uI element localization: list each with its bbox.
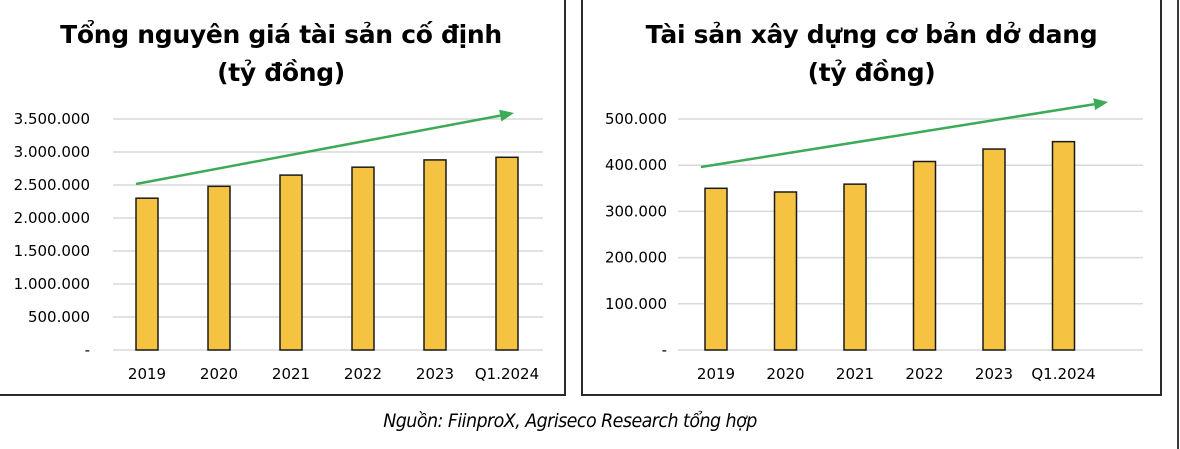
bar: [279, 174, 303, 351]
chart-panel-construction-in-progress: Tài sản xây dựng cơ bản dở dang (tỷ đồng…: [581, 0, 1162, 396]
x-axis-tick-label: 2023: [416, 365, 454, 383]
source-note: Nguồn: FiinproX, Agriseco Research tổng …: [383, 410, 757, 432]
x-axis-tick-label: 2021: [836, 365, 874, 383]
x-axis-tick-label: 2023: [975, 365, 1013, 383]
y-axis-tick-label: 3.000.000: [14, 143, 90, 161]
bar: [423, 159, 447, 351]
bar: [495, 156, 519, 351]
trend-arrow-line: [135, 114, 501, 186]
bar: [982, 148, 1006, 351]
x-axis-tick-label: 2020: [766, 365, 804, 383]
y-axis-tick-label: 300.000: [605, 202, 667, 220]
trend-arrow-head-icon: [499, 109, 514, 122]
x-axis-tick-label: Q1.2024: [475, 365, 539, 383]
bar: [1051, 140, 1076, 351]
page-border-line: [1177, 0, 1179, 449]
y-axis-tick-label: 1.000.000: [14, 275, 90, 293]
chart-title-line1: Tài sản xây dựng cơ bản dở dang: [645, 20, 1098, 49]
bar-chart-construction-in-progress: 500.000 400.000 300.000 200.000 100.000 - 2019…: [605, 98, 1143, 383]
bar: [135, 197, 159, 351]
y-axis-tick-label: 2.000.000: [14, 209, 90, 227]
chart-title-line2: (tỷ đồng): [807, 58, 936, 87]
x-axis-tick-label: 2019: [128, 365, 166, 383]
y-axis-tick-label: 200.000: [605, 249, 667, 267]
chart-title: Tổng nguyên giá tài sản cố định (tỷ đồng…: [0, 16, 564, 92]
x-axis-tick-label: 2020: [200, 365, 238, 383]
bar: [843, 183, 867, 351]
y-axis-tick-label: 400.000: [605, 156, 667, 174]
bar-chart-fixed-assets: 3.500.000 3.000.000 2.500.000 2.000.000 1.50…: [14, 109, 543, 383]
bar: [704, 187, 728, 351]
bar: [207, 185, 231, 351]
x-axis-tick-label: 2022: [344, 365, 382, 383]
bar: [351, 166, 375, 351]
y-axis-tick-label: 3.500.000: [14, 110, 90, 128]
trend-arrow-line: [700, 102, 1095, 169]
trend-arrow-head-icon: [1093, 98, 1108, 111]
y-axis-tick-label: 500.000: [605, 110, 667, 128]
chart-title-line1: Tổng nguyên giá tài sản cố định: [60, 20, 502, 49]
chart-panel-fixed-assets: Tổng nguyên giá tài sản cố định (tỷ đồng…: [0, 0, 566, 396]
y-axis-tick-label: 500.000: [28, 308, 90, 326]
y-axis-tick-label: -: [662, 341, 667, 359]
x-axis-tick-label: 2021: [272, 365, 310, 383]
x-axis-tick-label: Q1.2024: [1031, 365, 1095, 383]
x-axis-tick-label: 2019: [697, 365, 735, 383]
y-axis-tick-label: 1.500.000: [14, 242, 90, 260]
chart-title: Tài sản xây dựng cơ bản dở dang (tỷ đồng…: [583, 16, 1160, 92]
x-axis-tick-label: 2022: [905, 365, 943, 383]
bar: [912, 160, 937, 351]
chart-title-line2: (tỷ đồng): [217, 58, 345, 87]
y-axis-tick-label: -: [85, 341, 90, 359]
bar: [773, 191, 798, 351]
y-axis-tick-label: 100.000: [605, 295, 667, 313]
y-axis-tick-label: 2.500.000: [14, 176, 90, 194]
